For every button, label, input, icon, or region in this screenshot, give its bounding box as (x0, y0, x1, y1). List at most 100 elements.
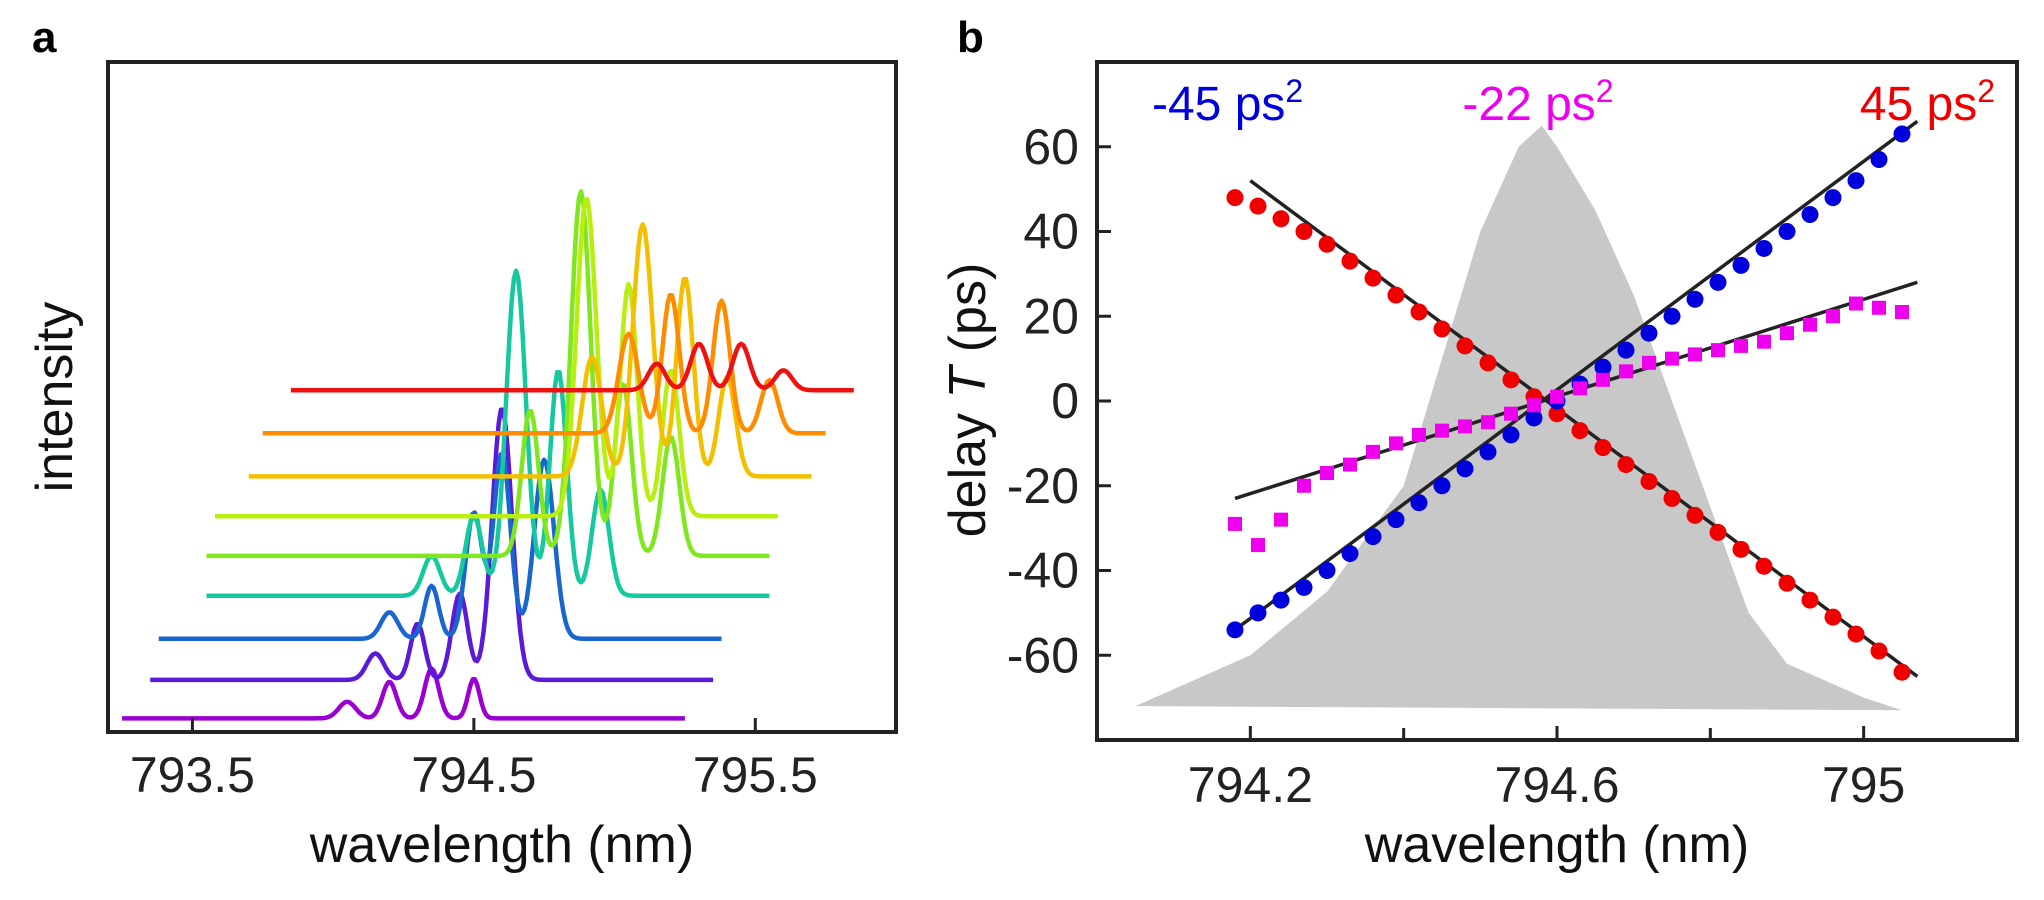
fit-minus-45-line (1233, 119, 1919, 632)
point-series-3 (1389, 436, 1403, 451)
point-series-1 (1709, 523, 1727, 541)
panel-b-y-axis-title: delay T (ps) (939, 263, 997, 538)
spectrum-trace-3 (158, 451, 722, 642)
point-series-2 (1364, 528, 1382, 546)
point-series-2 (1226, 621, 1244, 639)
point-series-3 (1803, 317, 1817, 332)
point-series-1 (1755, 557, 1773, 575)
point-series-3 (1895, 305, 1909, 320)
point-series-3 (1780, 326, 1794, 341)
point-series-1 (1548, 405, 1566, 423)
point-series-2 (1732, 256, 1750, 274)
point-series-1 (1341, 252, 1359, 270)
point-series-1 (1801, 591, 1819, 609)
point-series-2 (1525, 409, 1543, 427)
point-series-1 (1663, 489, 1681, 507)
point-series-3 (1711, 343, 1725, 358)
point-series-2 (1686, 290, 1704, 308)
panel-a-y-axis-title: intensity (26, 302, 84, 493)
point-series-3 (1757, 334, 1771, 349)
point-series-2 (1801, 206, 1819, 224)
point-series-1 (1594, 439, 1612, 457)
point-series-2 (1295, 578, 1313, 596)
panel-a-letter: a (32, 13, 57, 62)
panel-b-x-ticks: 794.2 794.6 795 (1188, 726, 1905, 813)
point-series-3 (1619, 364, 1633, 379)
panel-a-x-tick-label: 794.5 (411, 747, 536, 803)
gdd-annotation-2: -22 ps2 (1462, 73, 1613, 131)
point-series-1 (1249, 197, 1267, 215)
spectrum-trace-7 (248, 222, 812, 479)
point-series-1 (1456, 337, 1474, 355)
panel-b: b 794.2 794.6 795 60 40 20 0 -20 -40 -60 -45 ps2… (939, 13, 2019, 874)
point-series-3 (1458, 419, 1472, 434)
spectrum-trace-2 (150, 407, 714, 683)
point-series-2 (1502, 426, 1520, 444)
panel-b-y-tick-label: 40 (1023, 204, 1079, 260)
point-series-1 (1410, 303, 1428, 321)
panel-b-annotations: -45 ps2 -22 ps2 45 ps2 (1152, 73, 1995, 131)
point-series-2 (1709, 273, 1727, 291)
panel-a-x-tick-label: 795.5 (693, 747, 818, 803)
y-title-italic-t: T (939, 364, 997, 399)
point-series-3 (1872, 300, 1886, 315)
gdd-annotation-1: -45 ps2 (1152, 73, 1303, 131)
point-series-3 (1228, 516, 1242, 531)
point-series-1 (1318, 235, 1336, 253)
panel-a-traces (121, 189, 854, 721)
panel-b-y-tick-label: -60 (1007, 627, 1079, 683)
panel-a: a 793.5 794.5 795.5 wavelength (nm) intens… (26, 13, 898, 874)
point-series-1 (1847, 625, 1865, 643)
point-series-1 (1870, 642, 1888, 660)
point-series-3 (1550, 389, 1564, 404)
point-series-2 (1640, 324, 1658, 342)
point-series-2 (1893, 125, 1911, 143)
point-series-2 (1824, 189, 1842, 207)
point-series-3 (1527, 398, 1541, 413)
panel-b-x-tick-label: 794.2 (1188, 757, 1313, 813)
point-series-1 (1387, 286, 1405, 304)
point-series-3 (1573, 381, 1587, 396)
gdd-annotation-3: 45 ps2 (1860, 73, 1995, 131)
point-series-2 (1433, 477, 1451, 495)
point-series-1 (1295, 223, 1313, 240)
spectrum-trace-4 (206, 268, 770, 598)
panel-b-x-axis-title: wavelength (nm) (1364, 816, 1749, 874)
panel-b-y-tick-label: 0 (1051, 373, 1079, 429)
point-series-1 (1272, 210, 1290, 228)
point-series-3 (1274, 512, 1288, 527)
point-series-2 (1778, 223, 1796, 240)
point-series-3 (1688, 347, 1702, 362)
panel-a-x-tick-label: 793.5 (130, 747, 255, 803)
panel-b-y-tick-label: -40 (1007, 543, 1079, 599)
point-series-3 (1481, 415, 1495, 430)
point-series-2 (1318, 562, 1336, 579)
point-series-1 (1617, 456, 1635, 474)
point-series-1 (1686, 506, 1704, 524)
point-series-3 (1596, 372, 1610, 387)
panel-a-x-ticks: 793.5 794.5 795.5 (130, 718, 818, 803)
point-series-3 (1320, 466, 1334, 481)
panel-a-frame (106, 60, 898, 734)
point-series-3 (1849, 296, 1863, 311)
point-series-3 (1297, 478, 1311, 493)
point-series-1 (1640, 473, 1658, 491)
panel-b-y-tick-label: 60 (1023, 119, 1079, 175)
panel-b-y-tick-label: -20 (1007, 458, 1079, 514)
point-series-2 (1594, 358, 1612, 376)
point-series-2 (1341, 545, 1359, 563)
point-series-1 (1571, 422, 1589, 440)
point-series-1 (1364, 269, 1382, 287)
panel-b-y-ticks: 60 40 20 0 -20 -40 -60 (1007, 119, 1111, 683)
point-series-1 (1479, 354, 1497, 372)
panel-b-y-tick-label: 20 (1023, 288, 1079, 344)
point-series-2 (1755, 239, 1773, 257)
point-series-3 (1435, 423, 1449, 438)
point-series-2 (1410, 494, 1428, 512)
point-series-2 (1617, 341, 1635, 359)
point-series-1 (1893, 663, 1911, 681)
point-series-1 (1732, 540, 1750, 558)
point-series-3 (1826, 309, 1840, 324)
spectrum-trace-8 (262, 292, 826, 436)
